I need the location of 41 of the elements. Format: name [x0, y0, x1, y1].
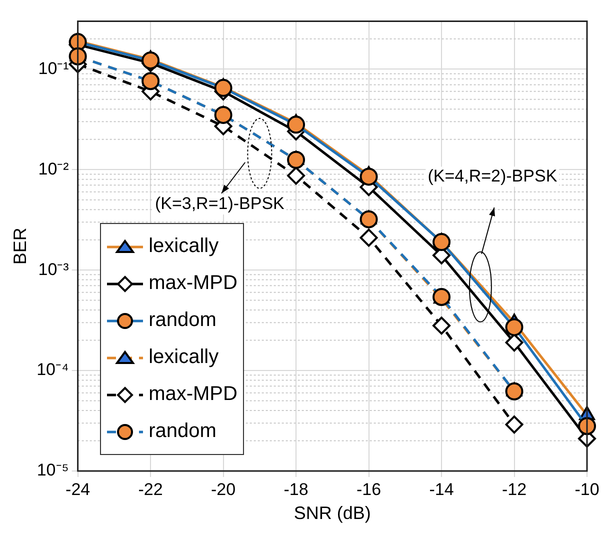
point: [214, 78, 232, 97]
x-tick-label: -14: [429, 480, 454, 499]
point: [214, 106, 232, 124]
legend-label: lexically: [148, 346, 219, 368]
legend-label: random: [148, 420, 216, 442]
legend-label: random: [148, 309, 216, 331]
point: [360, 210, 378, 228]
x-tick-label: -10: [574, 480, 600, 499]
point: [287, 116, 306, 134]
x-tick-label: -16: [356, 480, 382, 499]
y-tick-label: 10⁻⁵: [36, 460, 69, 480]
annotation: (K=3,R=1)-BPSK: [154, 194, 286, 214]
legend-label: lexically: [148, 235, 219, 257]
point: [287, 166, 306, 185]
point: [142, 51, 160, 70]
point: [578, 417, 596, 436]
x-tick-label: -24: [66, 480, 90, 499]
x-tick-label: -22: [138, 480, 163, 499]
annotation: (K=4,R=2)-BPSK: [428, 166, 558, 186]
point: [432, 233, 451, 252]
point: [505, 318, 524, 336]
point: [505, 382, 524, 400]
point: [505, 334, 524, 352]
y-tick-label: 10⁻³: [38, 260, 70, 279]
point: [360, 228, 378, 247]
legend-label: max-MPD: [148, 383, 238, 405]
x-tick-label: -18: [284, 480, 308, 499]
point: [432, 316, 451, 335]
x-axis-title: SNR (dB): [294, 503, 371, 524]
y-tick-label: 10⁻¹: [38, 58, 70, 78]
y-tick-label: 10⁻⁴: [36, 360, 69, 380]
x-tick-label: -12: [502, 480, 527, 499]
point: [68, 47, 87, 66]
point: [142, 72, 160, 90]
y-tick-label: 10⁻²: [38, 159, 70, 178]
point: [360, 168, 378, 186]
y-axis-title: BER: [10, 228, 30, 265]
point: [505, 416, 524, 434]
point: [287, 150, 306, 169]
legend-label: max-MPD: [148, 272, 238, 294]
x-tick-label: -20: [211, 480, 236, 499]
